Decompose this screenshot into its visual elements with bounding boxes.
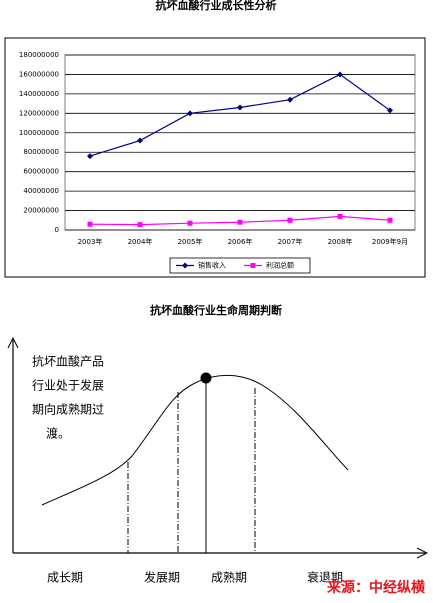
point [287, 217, 293, 223]
x-tick-label: 2007年 [278, 237, 303, 246]
point [337, 213, 343, 219]
y-tick-label: 80000000 [23, 148, 59, 156]
stage-label: 成熟期 [211, 570, 247, 585]
note-line: 行业处于发展 [32, 378, 104, 393]
y-tick-label: 20000000 [23, 207, 59, 215]
point [387, 217, 393, 223]
y-tick-label: 140000000 [19, 90, 59, 98]
point [87, 153, 93, 160]
point [137, 222, 143, 228]
x-tick-label: 2003年 [78, 237, 103, 246]
note-line: 抗坏血酸产品 [32, 354, 104, 369]
arrow [416, 547, 429, 559]
point [237, 104, 243, 111]
y-tick-label: 60000000 [23, 168, 59, 176]
legend-box [169, 257, 311, 274]
lifecycle-curve [41, 374, 349, 506]
y-tick-label: 100000000 [19, 129, 59, 137]
x-tick-label: 2005年 [178, 237, 203, 246]
point [187, 110, 193, 117]
point [237, 219, 243, 225]
y-tick-label: 0 [55, 226, 59, 234]
source: 来源：中经纵横 [326, 579, 426, 596]
y-tick-label: 40000000 [23, 187, 59, 195]
stage-label: 衰退期 [307, 570, 343, 585]
legend-label: 利润总额 [266, 261, 294, 270]
chart-title: 抗坏血酸行业成长性分析 [156, 0, 277, 12]
point [87, 221, 93, 227]
peak-dot [200, 372, 212, 384]
note-line: 渡。 [46, 426, 70, 441]
y-tick-label: 180000000 [19, 51, 59, 59]
point [387, 107, 393, 114]
point [137, 137, 143, 144]
x-tick-label: 2006年 [228, 237, 253, 246]
x-tick-label: 2009年9月 [372, 237, 408, 246]
point [337, 71, 343, 78]
lifecycle-diagram [7, 336, 429, 559]
stage-label: 发展期 [144, 570, 180, 585]
diagram-title: 抗坏血酸行业生命周期判断 [150, 303, 282, 317]
note-line: 期向成熟期过 [32, 402, 104, 417]
point [182, 262, 188, 269]
x-tick-label: 2004年 [128, 237, 153, 246]
point [287, 96, 293, 103]
point [250, 263, 256, 268]
y-tick-label: 160000000 [19, 70, 59, 78]
stage-label: 成长期 [47, 571, 83, 585]
x-tick-label: 2008年 [328, 237, 353, 246]
legend-label: 销售收入 [198, 261, 226, 270]
chart-frame [4, 37, 426, 278]
y-tick-label: 120000000 [19, 109, 59, 117]
point [187, 220, 193, 226]
arrow [7, 336, 19, 349]
